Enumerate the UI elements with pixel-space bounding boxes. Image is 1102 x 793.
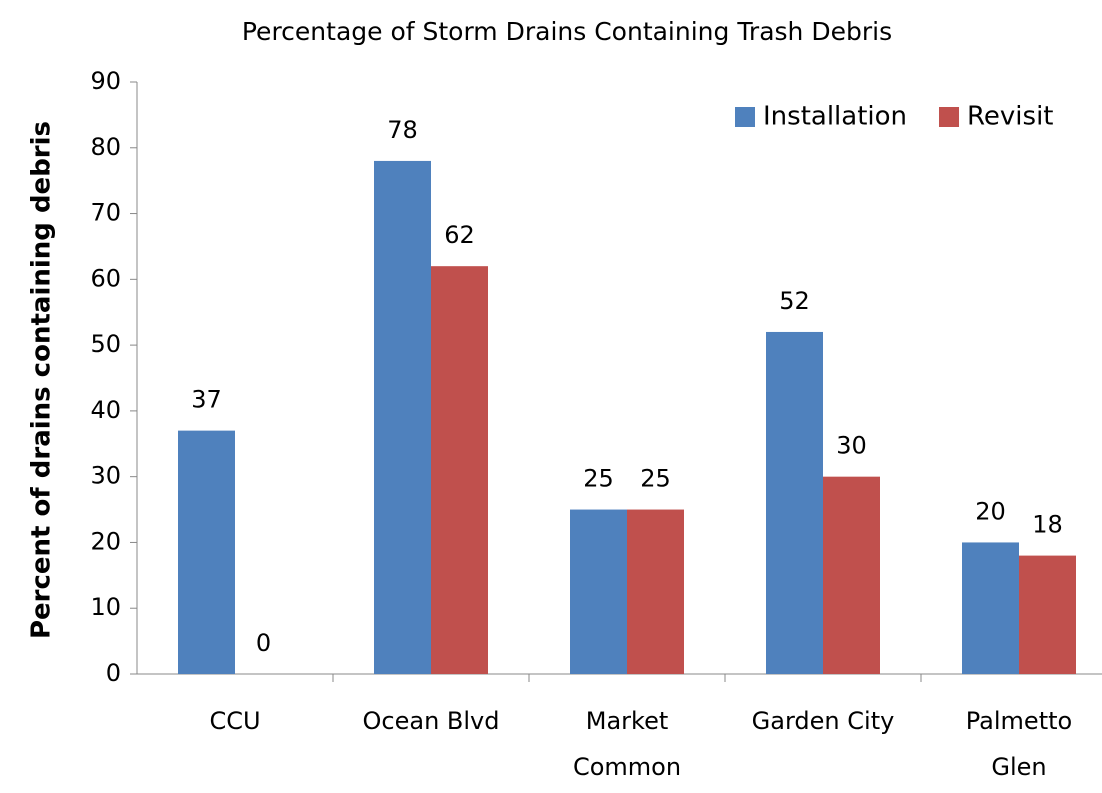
data-label: 37 [191,386,222,414]
bar [431,266,488,674]
bar [823,476,880,674]
bar [178,430,235,674]
legend-swatch [939,107,960,127]
y-tick-label: 10 [90,593,121,621]
data-label: 25 [583,465,614,493]
data-label: 0 [256,629,271,657]
y-tick-label: 40 [90,396,121,424]
data-label: 78 [387,116,418,144]
x-tick-label: CCU [209,707,260,735]
x-tick-label: Ocean Blvd [363,707,500,735]
legend-label: Installation [763,102,907,132]
legend-swatch [735,107,755,127]
y-tick-label: 0 [106,659,121,687]
bar [374,160,431,674]
y-tick-label: 20 [90,527,121,555]
y-axis-label: Percent of drains containing debris [27,121,57,639]
bar [570,509,627,674]
legend-label: Revisit [967,102,1053,132]
y-tick-label: 80 [90,133,121,161]
data-label: 25 [640,465,671,493]
bar [1019,555,1076,674]
y-tick-label: 50 [90,330,121,358]
data-label: 52 [779,287,810,315]
x-tick-label: Garden City [752,707,895,735]
data-label: 18 [1032,511,1063,539]
x-tick-label: Market Common [573,707,681,781]
y-tick-label: 90 [90,67,121,95]
y-tick-label: 30 [90,462,121,490]
bar [962,542,1019,674]
y-tick-label: 60 [90,264,121,292]
bar [766,331,823,674]
data-label: 20 [975,497,1006,525]
x-tick-label: Palmetto Glen [966,707,1072,781]
y-tick-label: 70 [90,199,121,227]
bar [627,509,684,674]
data-label: 62 [444,221,475,249]
data-label: 30 [836,432,867,460]
chart-title: Percentage of Storm Drains Containing Tr… [242,17,892,46]
